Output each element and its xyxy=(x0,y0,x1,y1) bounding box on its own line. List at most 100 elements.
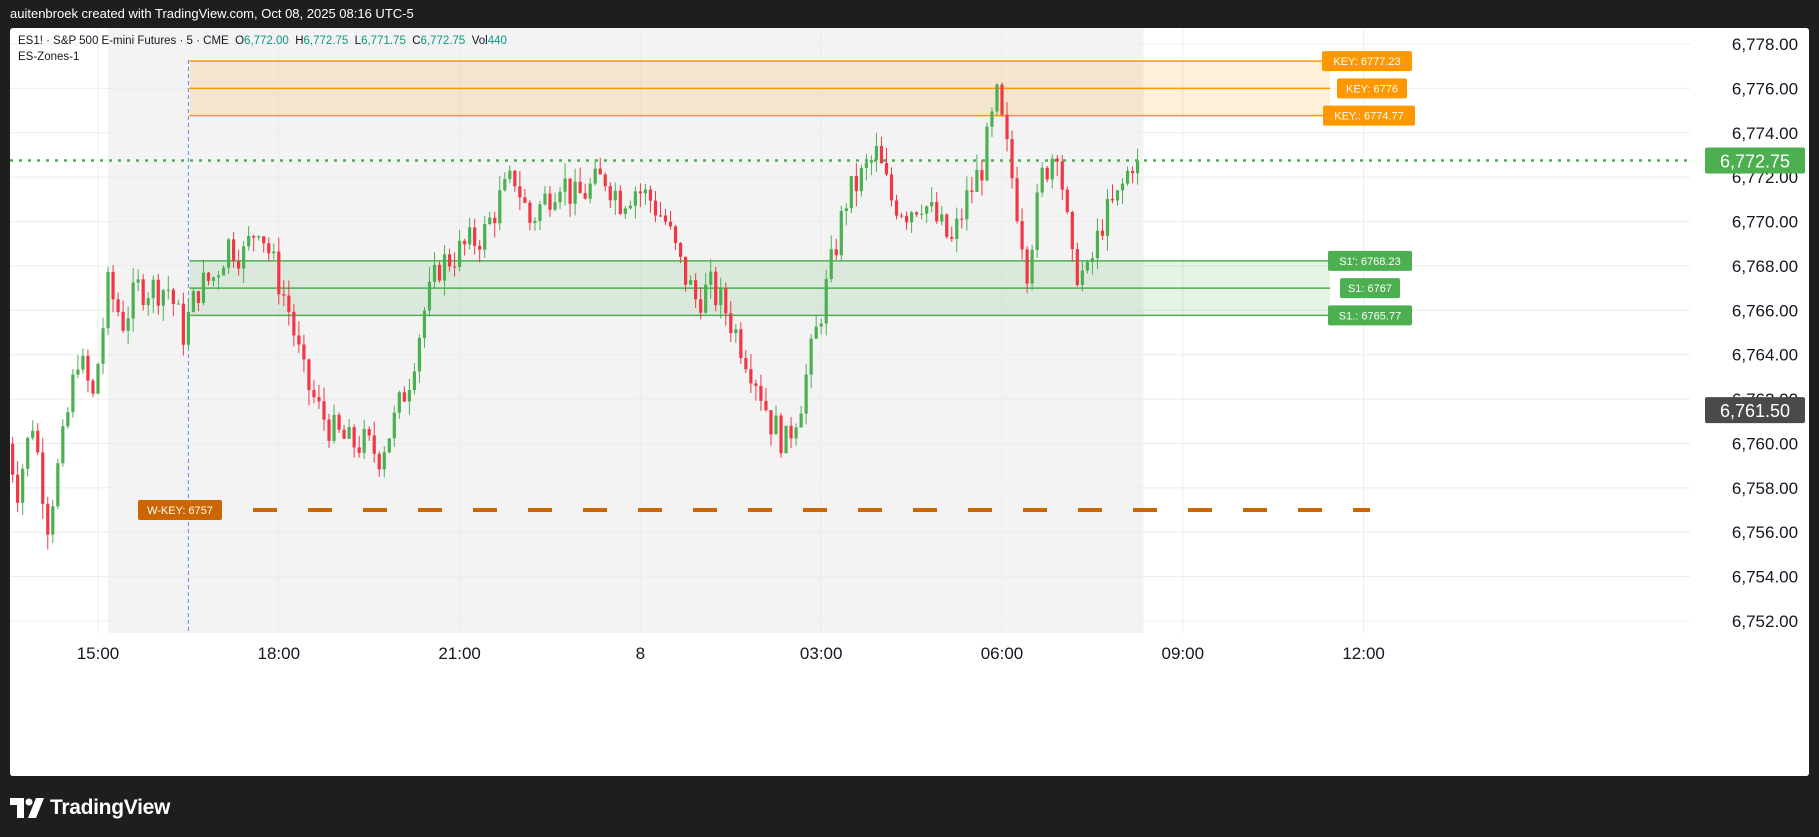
candle-down xyxy=(653,200,658,216)
key-level-label-bg xyxy=(1322,51,1412,72)
candle-up xyxy=(76,369,80,375)
candle-down xyxy=(377,453,381,470)
candle-up xyxy=(1085,262,1089,271)
support-level-label-bg xyxy=(1328,250,1412,271)
candle-up xyxy=(166,289,170,291)
candle-down xyxy=(252,236,256,238)
candle-down xyxy=(1000,84,1004,115)
price-tick-label: 6,766.00 xyxy=(1732,301,1798,320)
brand-name: TradingView xyxy=(50,796,171,819)
candle-down xyxy=(116,299,120,313)
candle-up xyxy=(704,284,708,313)
candle-up xyxy=(593,168,597,184)
candle-down xyxy=(749,369,753,384)
candle-down xyxy=(463,240,467,245)
candle-down xyxy=(739,329,743,359)
candle-up xyxy=(628,205,632,209)
candle-down xyxy=(196,291,201,303)
candle-up xyxy=(96,363,100,394)
candle-down xyxy=(980,169,984,181)
extended-session-shade xyxy=(108,28,1144,633)
candle-up xyxy=(131,282,135,319)
candle-up xyxy=(784,425,788,454)
candle-down xyxy=(317,397,321,402)
last-price-badge xyxy=(1705,147,1805,174)
time-tick-label: 8 xyxy=(636,644,645,663)
candle-up xyxy=(468,227,472,245)
key-level-label: KEY: 6777.23 xyxy=(1322,51,1412,72)
candle-up xyxy=(829,249,833,279)
candle-up xyxy=(51,506,55,535)
candle-down xyxy=(402,392,406,402)
candle-up xyxy=(814,326,818,339)
key-level-label-bg xyxy=(1337,78,1407,99)
candle-up xyxy=(427,281,432,311)
candle-up xyxy=(257,236,261,238)
candle-up xyxy=(387,438,391,453)
candle-down xyxy=(1025,249,1029,284)
candle-up xyxy=(407,390,411,402)
time-tick-label: 15:00 xyxy=(77,644,120,663)
candle-up xyxy=(955,218,959,239)
candle-down xyxy=(618,190,622,214)
candle-down xyxy=(322,401,326,420)
price-tick-label: 6,768.00 xyxy=(1732,257,1798,276)
time-tick-label: 12:00 xyxy=(1342,644,1385,663)
candle-up xyxy=(186,312,190,345)
candle-up xyxy=(101,328,105,364)
candle-down xyxy=(638,191,642,194)
candle-up xyxy=(573,181,577,204)
candle-up xyxy=(824,278,828,324)
candle-down xyxy=(1005,114,1009,140)
high-label: H xyxy=(295,35,304,47)
candle-down xyxy=(277,251,281,295)
candle-down xyxy=(684,256,688,285)
candle-up xyxy=(221,267,226,276)
candle-down xyxy=(899,215,904,217)
candle-up xyxy=(925,206,929,214)
candle-down xyxy=(548,193,552,210)
support-level-label: S1': 6768.23 xyxy=(1328,250,1412,271)
candle-down xyxy=(1100,230,1105,236)
candle-down xyxy=(603,174,607,187)
candle-down xyxy=(357,447,361,453)
candle-up xyxy=(81,355,85,370)
candle-down xyxy=(583,193,587,199)
candle-down xyxy=(237,261,241,269)
support-level-label-text: S1': 6768.23 xyxy=(1339,256,1400,268)
symbol-line: ES1! · S&P 500 E-mini Futures · 5 · CME … xyxy=(18,33,507,49)
candle-down xyxy=(769,410,773,435)
candle-up xyxy=(56,463,60,507)
candle-down xyxy=(945,214,949,237)
footer-bar: TradingView xyxy=(0,776,1819,837)
candle-up xyxy=(161,290,165,306)
price-chart[interactable]: KEY: 6777.23 KEY: 6776 KEY.: 6774.77 S1': 6… xyxy=(10,28,1809,776)
price-tick-label: 6,770.00 xyxy=(1732,213,1798,232)
candle-up xyxy=(66,412,70,427)
chart-pane[interactable]: KEY: 6777.23 KEY: 6776 KEY.: 6774.77 S1': 6… xyxy=(10,28,1809,776)
candle-up xyxy=(633,191,637,206)
candle-up xyxy=(1030,249,1034,284)
candle-down xyxy=(141,279,145,306)
tradingview-logo[interactable]: TradingView xyxy=(10,794,170,822)
weekly-key-label-bg xyxy=(138,500,222,521)
candle-down xyxy=(16,474,20,503)
candle-up xyxy=(126,318,130,331)
support-level-label-bg xyxy=(1328,305,1412,326)
price-tick-label: 6,764.00 xyxy=(1732,346,1798,365)
candle-down xyxy=(473,227,477,246)
candle-up xyxy=(543,193,547,205)
indicator-name[interactable]: ES-Zones-1 xyxy=(18,51,80,63)
candle-up xyxy=(965,190,969,220)
candle-down xyxy=(437,264,442,281)
candle-down xyxy=(267,243,271,254)
candle-up xyxy=(809,338,813,375)
candle-down xyxy=(337,414,341,430)
candle-down xyxy=(206,272,211,281)
candle-down xyxy=(1070,211,1074,250)
candle-down xyxy=(86,355,90,381)
candle-down xyxy=(950,236,954,239)
candle-up xyxy=(734,329,738,334)
candle-up xyxy=(106,271,110,329)
key-level-label: KEY: 6776 xyxy=(1337,78,1407,99)
